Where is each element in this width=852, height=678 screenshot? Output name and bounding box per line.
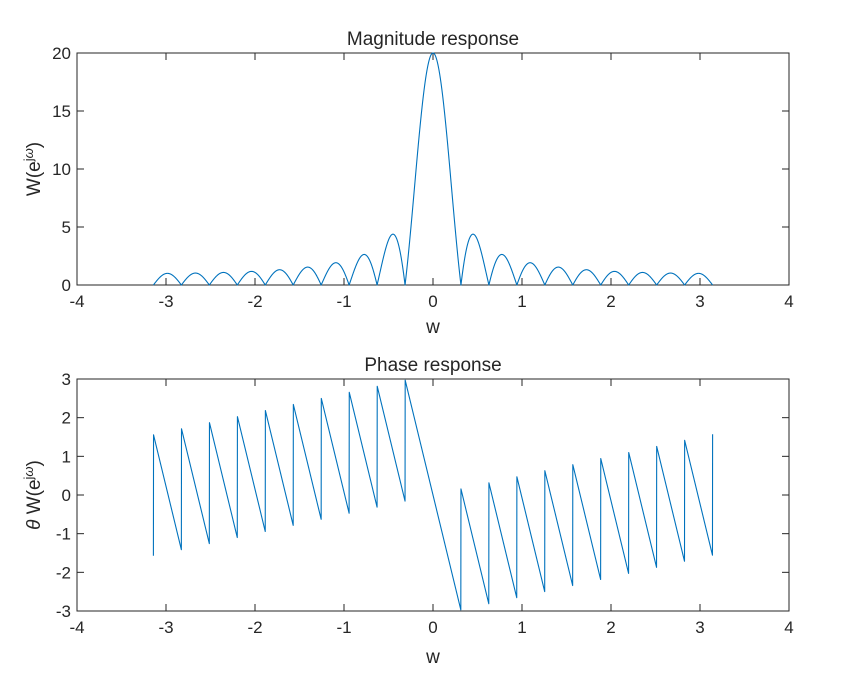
phase-x-tick-label: 1 [517,618,526,637]
phase-y-tick-label: 2 [62,409,71,428]
magnitude-y-tick-label: 0 [62,276,71,295]
phase-y-tick-label: -1 [56,525,71,544]
phase-x-tick-label: -1 [336,618,351,637]
phase-y-tick-label: 3 [62,370,71,389]
magnitude-y-tick-label: 5 [62,218,71,237]
magnitude-axes: -4 -3 -2 -1 0 1 2 3 4 0 5 10 15 20 Magnitude response… [21,29,794,338]
magnitude-x-tick-label: 2 [606,292,615,311]
magnitude-x-tick-label: -4 [69,292,84,311]
magnitude-x-tick-label: -3 [158,292,173,311]
magnitude-y-tick-label: 15 [52,102,71,121]
magnitude-x-tick-label: 3 [695,292,704,311]
magnitude-series-line [152,52,714,286]
phase-x-tick-label: -2 [247,618,262,637]
magnitude-x-tick-label: 4 [784,292,793,311]
phase-x-axis-label: w [425,647,440,668]
magnitude-y-tick-label: 20 [52,44,71,63]
magnitude-ticks: -4 -3 -2 -1 0 1 2 3 4 0 5 10 15 20 [52,44,794,311]
phase-series-line [152,379,714,611]
phase-x-tick-label: 0 [428,618,437,637]
magnitude-x-tick-label: 1 [517,292,526,311]
phase-x-tick-label: 4 [784,618,793,637]
magnitude-x-tick-label: -1 [336,292,351,311]
magnitude-title: Magnitude response [347,29,519,50]
phase-x-tick-label: -4 [69,618,84,637]
phase-x-tick-label: 2 [606,618,615,637]
magnitude-plot-area [76,52,790,286]
magnitude-y-axis-label: W(ejω) [21,142,45,196]
phase-y-tick-label: -2 [56,563,71,582]
phase-y-tick-label: 0 [62,486,71,505]
magnitude-x-axis-label: w [425,317,440,338]
phase-y-tick-label: 1 [62,447,71,466]
magnitude-x-tick-label: -2 [247,292,262,311]
magnitude-y-tick-label: 10 [52,160,71,179]
phase-y-axis-label: θ W(ejω) [21,460,45,530]
magnitude-x-tick-label: 0 [428,292,437,311]
phase-y-tick-label: -3 [56,602,71,621]
phase-title: Phase response [364,355,501,376]
phase-x-tick-label: 3 [695,618,704,637]
phase-x-tick-label: -3 [158,618,173,637]
